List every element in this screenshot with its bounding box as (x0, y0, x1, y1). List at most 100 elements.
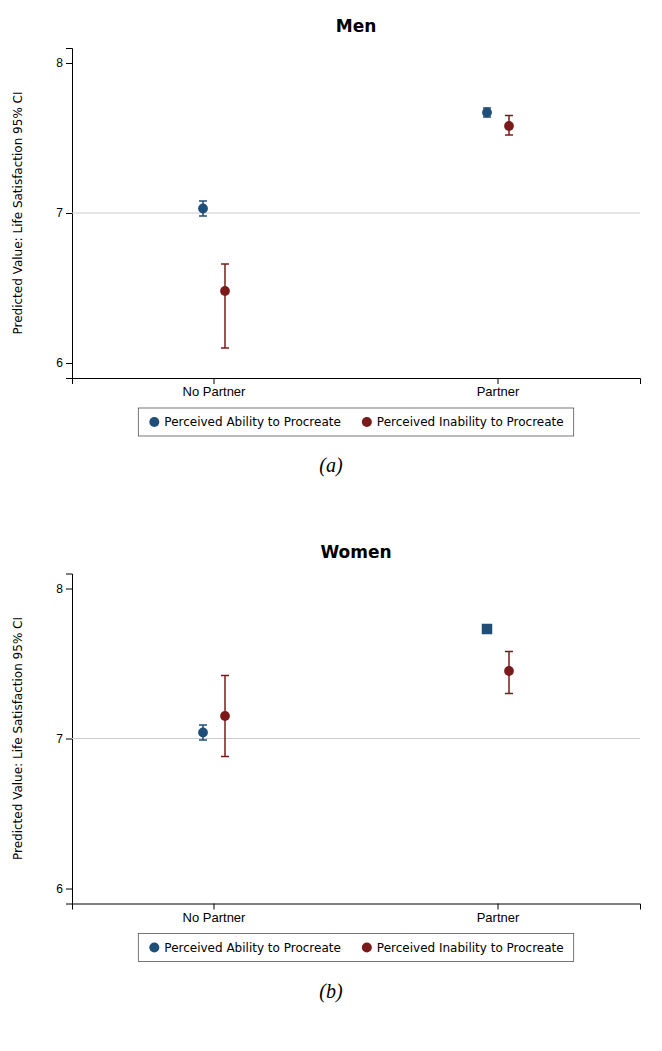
legend-item: Perceived Ability to Procreate (149, 941, 341, 955)
x-axis: No Partner Partner (73, 378, 641, 399)
error-bar (199, 201, 207, 216)
error-bar (505, 652, 513, 694)
error-bar-cap (221, 756, 229, 758)
point (198, 728, 208, 738)
y-tick: 8 (56, 582, 72, 596)
x-tick: No Partner (183, 378, 247, 399)
tick-label: Partner (477, 910, 520, 925)
tick-mark (66, 213, 72, 214)
tick-label: 8 (56, 56, 63, 70)
error-bar (483, 108, 491, 117)
tick-mark (66, 63, 72, 64)
tick-label: Partner (477, 384, 520, 399)
point (504, 666, 514, 676)
tick-mark (66, 889, 72, 890)
plot-area: 6 7 8 No Partner Partner (56, 49, 640, 400)
legend-frame (138, 934, 573, 962)
error-bar (505, 116, 513, 136)
error-bar-cap (505, 651, 513, 653)
error-bar (199, 725, 207, 740)
legend-marker (149, 417, 159, 427)
tick-label: No Partner (183, 910, 247, 925)
tick-mark (66, 363, 72, 364)
point (482, 108, 492, 118)
point (198, 204, 208, 214)
reference-line (72, 738, 640, 739)
legend: Perceived Ability to Procreate Perceived … (138, 934, 573, 962)
marks (72, 108, 640, 348)
error-bar-cap (505, 115, 513, 117)
legend-label: Perceived Inability to Procreate (377, 941, 564, 955)
legend-marker (362, 417, 372, 427)
error-bar-cap (221, 347, 229, 349)
y-tick: 6 (56, 882, 72, 896)
title: Men (336, 16, 377, 36)
tick-label: 6 (56, 356, 63, 370)
error-bar-cap (199, 724, 207, 726)
y-tick: 8 (56, 56, 72, 70)
axis-line (66, 574, 73, 904)
series (198, 108, 492, 216)
error-bar-cap (505, 134, 513, 136)
panel: 6 7 8 No Partner Partner Women Predicted Value… (11, 542, 641, 1003)
error-bar (221, 264, 229, 348)
plot-area: 6 7 8 No Partner Partner (56, 574, 640, 925)
legend-item: Perceived Inability to Procreate (362, 941, 564, 955)
x-axis: No Partner Partner (73, 904, 641, 925)
annotation: (a) (319, 454, 343, 477)
axis-line (73, 379, 641, 385)
panel: 6 7 8 No Partner Partner Men Predicted Value: … (11, 16, 641, 477)
error-bar-line (224, 264, 226, 348)
y-tick: 7 (56, 206, 72, 220)
series (220, 652, 514, 757)
point (504, 121, 514, 131)
legend-item: Perceived Ability to Procreate (149, 415, 341, 429)
tick-mark (214, 378, 215, 384)
tick-label: 7 (56, 206, 63, 220)
error-bar-cap (199, 215, 207, 217)
legend-item: Perceived Inability to Procreate (362, 415, 564, 429)
tick-label: 6 (56, 882, 63, 896)
error-bar-cap (505, 693, 513, 695)
error-bar (221, 676, 229, 757)
axis-line (73, 904, 641, 910)
marks (72, 624, 640, 757)
legend-frame (138, 408, 573, 436)
error-bar-cap (221, 263, 229, 265)
annotation: (b) (319, 980, 343, 1003)
legend-marker (149, 943, 159, 953)
legend-label: Perceived Ability to Procreate (164, 941, 341, 955)
tick-mark (66, 739, 72, 740)
reference-line (72, 213, 640, 214)
axis-line (66, 49, 73, 379)
tick-label: 8 (56, 582, 63, 596)
tick-mark (498, 904, 499, 910)
title: Women (320, 542, 391, 562)
y-axis-label: Predicted Value: Life Satisfaction 95% C… (11, 91, 25, 334)
y-tick: 7 (56, 732, 72, 746)
x-tick: Partner (477, 904, 520, 925)
point (220, 711, 230, 721)
y-axis: 6 7 8 (56, 574, 72, 904)
tick-mark (214, 904, 215, 910)
series (220, 116, 514, 349)
series (198, 624, 492, 740)
x-tick: No Partner (183, 904, 247, 925)
error-bar-cap (199, 739, 207, 741)
tick-label: 7 (56, 732, 63, 746)
y-axis: 6 7 8 (56, 49, 72, 379)
y-tick: 6 (56, 356, 72, 370)
legend-label: Perceived Ability to Procreate (164, 415, 341, 429)
tick-label: No Partner (183, 384, 247, 399)
point (482, 624, 492, 634)
tick-mark (498, 378, 499, 384)
point (220, 286, 230, 296)
x-tick: Partner (477, 378, 520, 399)
legend-label: Perceived Inability to Procreate (377, 415, 564, 429)
tick-mark (66, 589, 72, 590)
legend-marker (362, 943, 372, 953)
error-bar-cap (221, 675, 229, 677)
chart: 6 7 8 No Partner Partner Men Predicted Value: … (0, 0, 662, 1051)
y-axis-label: Predicted Value: Life Satisfaction 95% C… (11, 617, 25, 860)
error-bar-cap (199, 200, 207, 202)
